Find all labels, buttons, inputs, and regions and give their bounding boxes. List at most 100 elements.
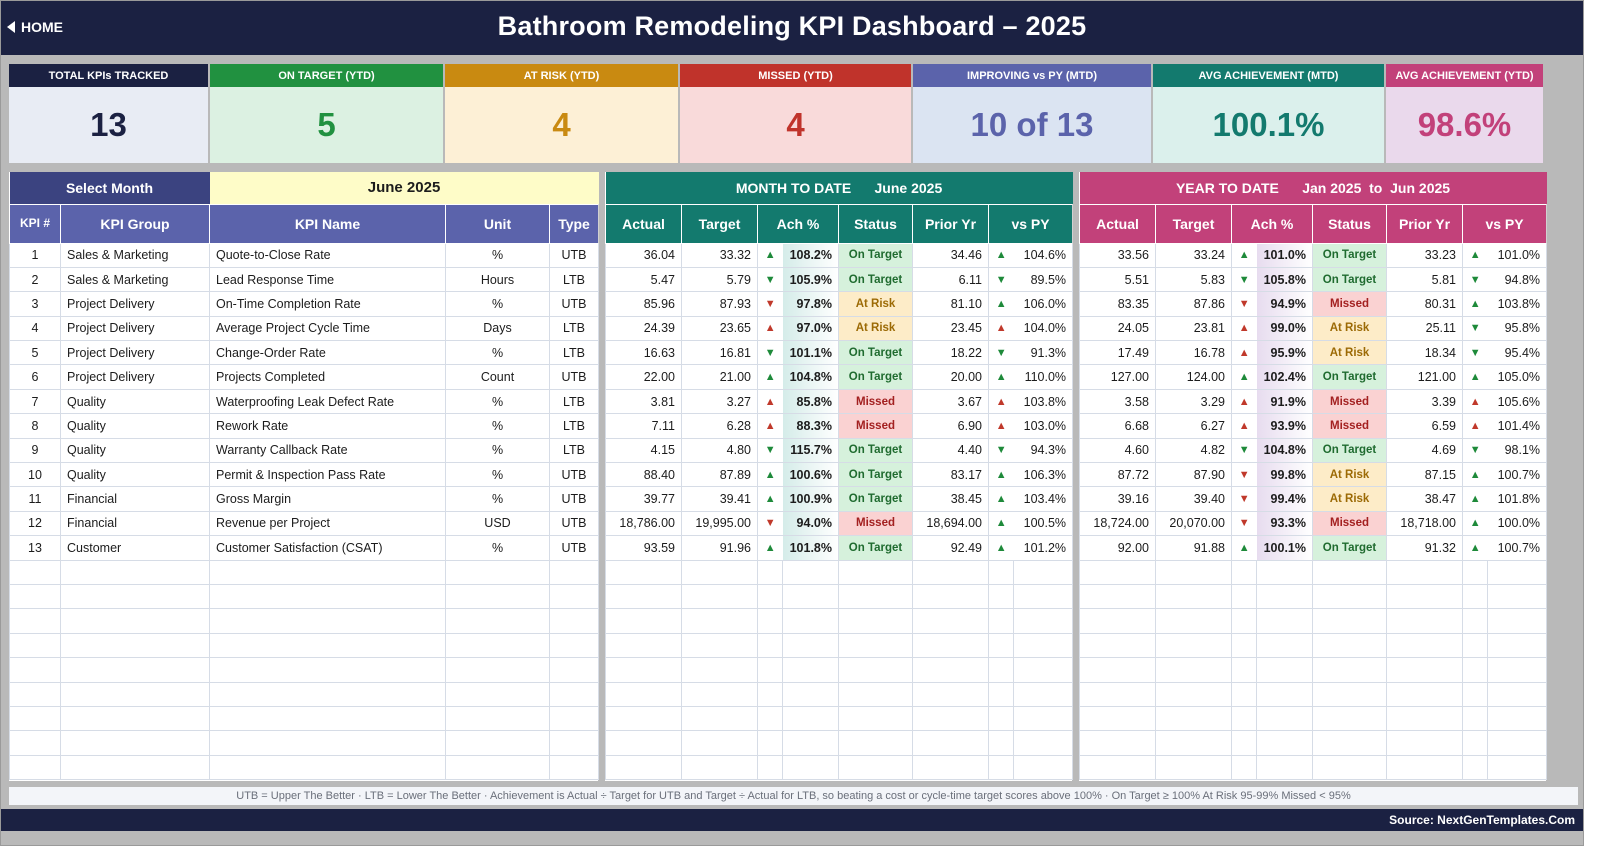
table-row: 8 Quality Rework Rate% LTB bbox=[9, 413, 600, 439]
empty-row bbox=[1079, 608, 1548, 634]
empty-cell bbox=[60, 583, 210, 610]
empty-cell bbox=[9, 608, 61, 634]
empty-cell bbox=[681, 681, 758, 707]
target-value: 23.65 bbox=[681, 315, 758, 342]
ytd-panel-title: YEAR TO DATE Jan 2025 to Jun 2025 bbox=[1079, 172, 1547, 204]
kpi-number: 10 bbox=[9, 462, 61, 488]
empty-cell bbox=[605, 608, 682, 634]
target-value: 20,070.00 bbox=[1155, 510, 1232, 537]
empty-cell bbox=[445, 608, 550, 634]
empty-cell bbox=[1079, 657, 1156, 683]
table-row: 5 Project Delivery Change-Order Rate% LTB bbox=[9, 340, 600, 366]
empty-cell bbox=[782, 583, 839, 610]
status-badge: On Target bbox=[1312, 535, 1387, 561]
vs-prior-year-percent: 95.4% bbox=[1487, 340, 1548, 366]
month-selector[interactable]: June 2025 bbox=[209, 172, 599, 204]
empty-cell bbox=[1231, 608, 1257, 634]
empty-cell bbox=[1079, 559, 1156, 585]
target-value: 87.93 bbox=[681, 291, 758, 317]
vs-prior-year-percent: 101.2% bbox=[1013, 535, 1074, 561]
prior-year-value: 6.59 bbox=[1386, 413, 1463, 439]
empty-cell bbox=[445, 730, 550, 756]
empty-cell bbox=[9, 559, 61, 585]
target-value: 16.78 bbox=[1155, 340, 1232, 366]
empty-cell bbox=[209, 559, 446, 585]
actual-value: 88.40 bbox=[605, 462, 682, 488]
empty-cell bbox=[1462, 632, 1488, 659]
empty-cell bbox=[1486, 608, 1548, 634]
empty-cell bbox=[1462, 657, 1488, 683]
status-badge: Missed bbox=[1312, 510, 1387, 537]
empty-cell bbox=[1231, 705, 1257, 732]
status-badge: On Target bbox=[838, 535, 913, 561]
prior-year-value: 3.39 bbox=[1386, 388, 1463, 415]
empty-cell bbox=[1386, 583, 1463, 610]
kpi-card-label: AVG ACHIEVEMENT (YTD) bbox=[1386, 64, 1543, 87]
empty-cell bbox=[1231, 681, 1257, 707]
actual-value: 6.68 bbox=[1079, 413, 1156, 439]
actual-value: 87.72 bbox=[1079, 462, 1156, 488]
empty-cell bbox=[548, 583, 600, 610]
empty-cell bbox=[1012, 705, 1074, 732]
status-badge: On Target bbox=[838, 437, 913, 464]
kpi-unit: % bbox=[445, 462, 550, 488]
triangle-up-icon: ▲ bbox=[1462, 364, 1488, 390]
empty-row bbox=[605, 754, 1074, 781]
empty-cell bbox=[548, 754, 600, 781]
empty-cell bbox=[445, 681, 550, 707]
triangle-down-icon: ▼ bbox=[1231, 266, 1257, 293]
kpi-name: Lead Response Time bbox=[209, 266, 446, 293]
actual-value: 4.15 bbox=[605, 437, 682, 464]
achievement-percent: 97.8% bbox=[782, 291, 839, 317]
empty-cell bbox=[838, 608, 913, 634]
empty-cell bbox=[912, 608, 989, 634]
prior-year-value: 38.45 bbox=[912, 486, 989, 512]
table-row: 12 Financial Revenue per Project USD UTB bbox=[9, 510, 600, 537]
achievement-percent: 100.6% bbox=[782, 462, 839, 488]
empty-row bbox=[605, 705, 1074, 732]
empty-cell bbox=[988, 657, 1014, 683]
vs-prior-year-percent: 103.4% bbox=[1013, 486, 1074, 512]
target-value: 3.27 bbox=[681, 388, 758, 415]
empty-cell bbox=[605, 681, 682, 707]
source-credit: Source: NextGenTemplates.Com bbox=[1389, 813, 1575, 827]
prior-year-value: 20.00 bbox=[912, 364, 989, 390]
kpi-unit: % bbox=[445, 242, 550, 268]
vs-prior-year-percent: 98.1% bbox=[1487, 437, 1548, 464]
vs-prior-year-percent: 106.3% bbox=[1013, 462, 1074, 488]
empty-cell bbox=[60, 754, 210, 781]
empty-row bbox=[605, 559, 1074, 585]
empty-cell bbox=[838, 705, 913, 732]
mtd-table: MONTH TO DATE June 2025 Actual Target Ach %… bbox=[605, 172, 1074, 781]
empty-row bbox=[605, 632, 1074, 659]
empty-cell bbox=[757, 559, 783, 585]
column-header: Target bbox=[681, 203, 758, 244]
empty-cell bbox=[1486, 583, 1548, 610]
table-row: 4 Project Delivery Average Project Cycle T… bbox=[9, 315, 600, 342]
triangle-down-icon: ▼ bbox=[1231, 462, 1257, 488]
triangle-up-icon: ▲ bbox=[988, 315, 1014, 342]
empty-cell bbox=[548, 730, 600, 756]
table-row: 4.60 4.82 ▼ 104.8% On Target 4.69 ▼ 98.1% bbox=[1079, 437, 1548, 464]
achievement-percent: 101.0% bbox=[1256, 242, 1313, 268]
empty-cell bbox=[1462, 583, 1488, 610]
empty-row bbox=[605, 681, 1074, 707]
empty-cell bbox=[757, 632, 783, 659]
kpi-group: Sales & Marketing bbox=[60, 266, 210, 293]
empty-cell bbox=[209, 681, 446, 707]
empty-cell bbox=[1012, 559, 1074, 585]
empty-row bbox=[9, 730, 600, 756]
table-row: 127.00 124.00 ▲ 102.4% On Target 121.00 ▲ 105.0… bbox=[1079, 364, 1548, 390]
empty-cell bbox=[60, 730, 210, 756]
kpi-type: UTB bbox=[548, 242, 600, 268]
kpi-number: 12 bbox=[9, 510, 61, 537]
select-month-label: Select Month bbox=[9, 172, 210, 204]
empty-cell bbox=[1312, 608, 1387, 634]
achievement-percent: 104.8% bbox=[782, 364, 839, 390]
home-button[interactable]: HOME bbox=[7, 19, 63, 35]
empty-cell bbox=[681, 632, 758, 659]
actual-value: 3.58 bbox=[1079, 388, 1156, 415]
target-value: 5.83 bbox=[1155, 266, 1232, 293]
kpi-number: 5 bbox=[9, 340, 61, 366]
kpi-unit: Days bbox=[445, 315, 550, 342]
